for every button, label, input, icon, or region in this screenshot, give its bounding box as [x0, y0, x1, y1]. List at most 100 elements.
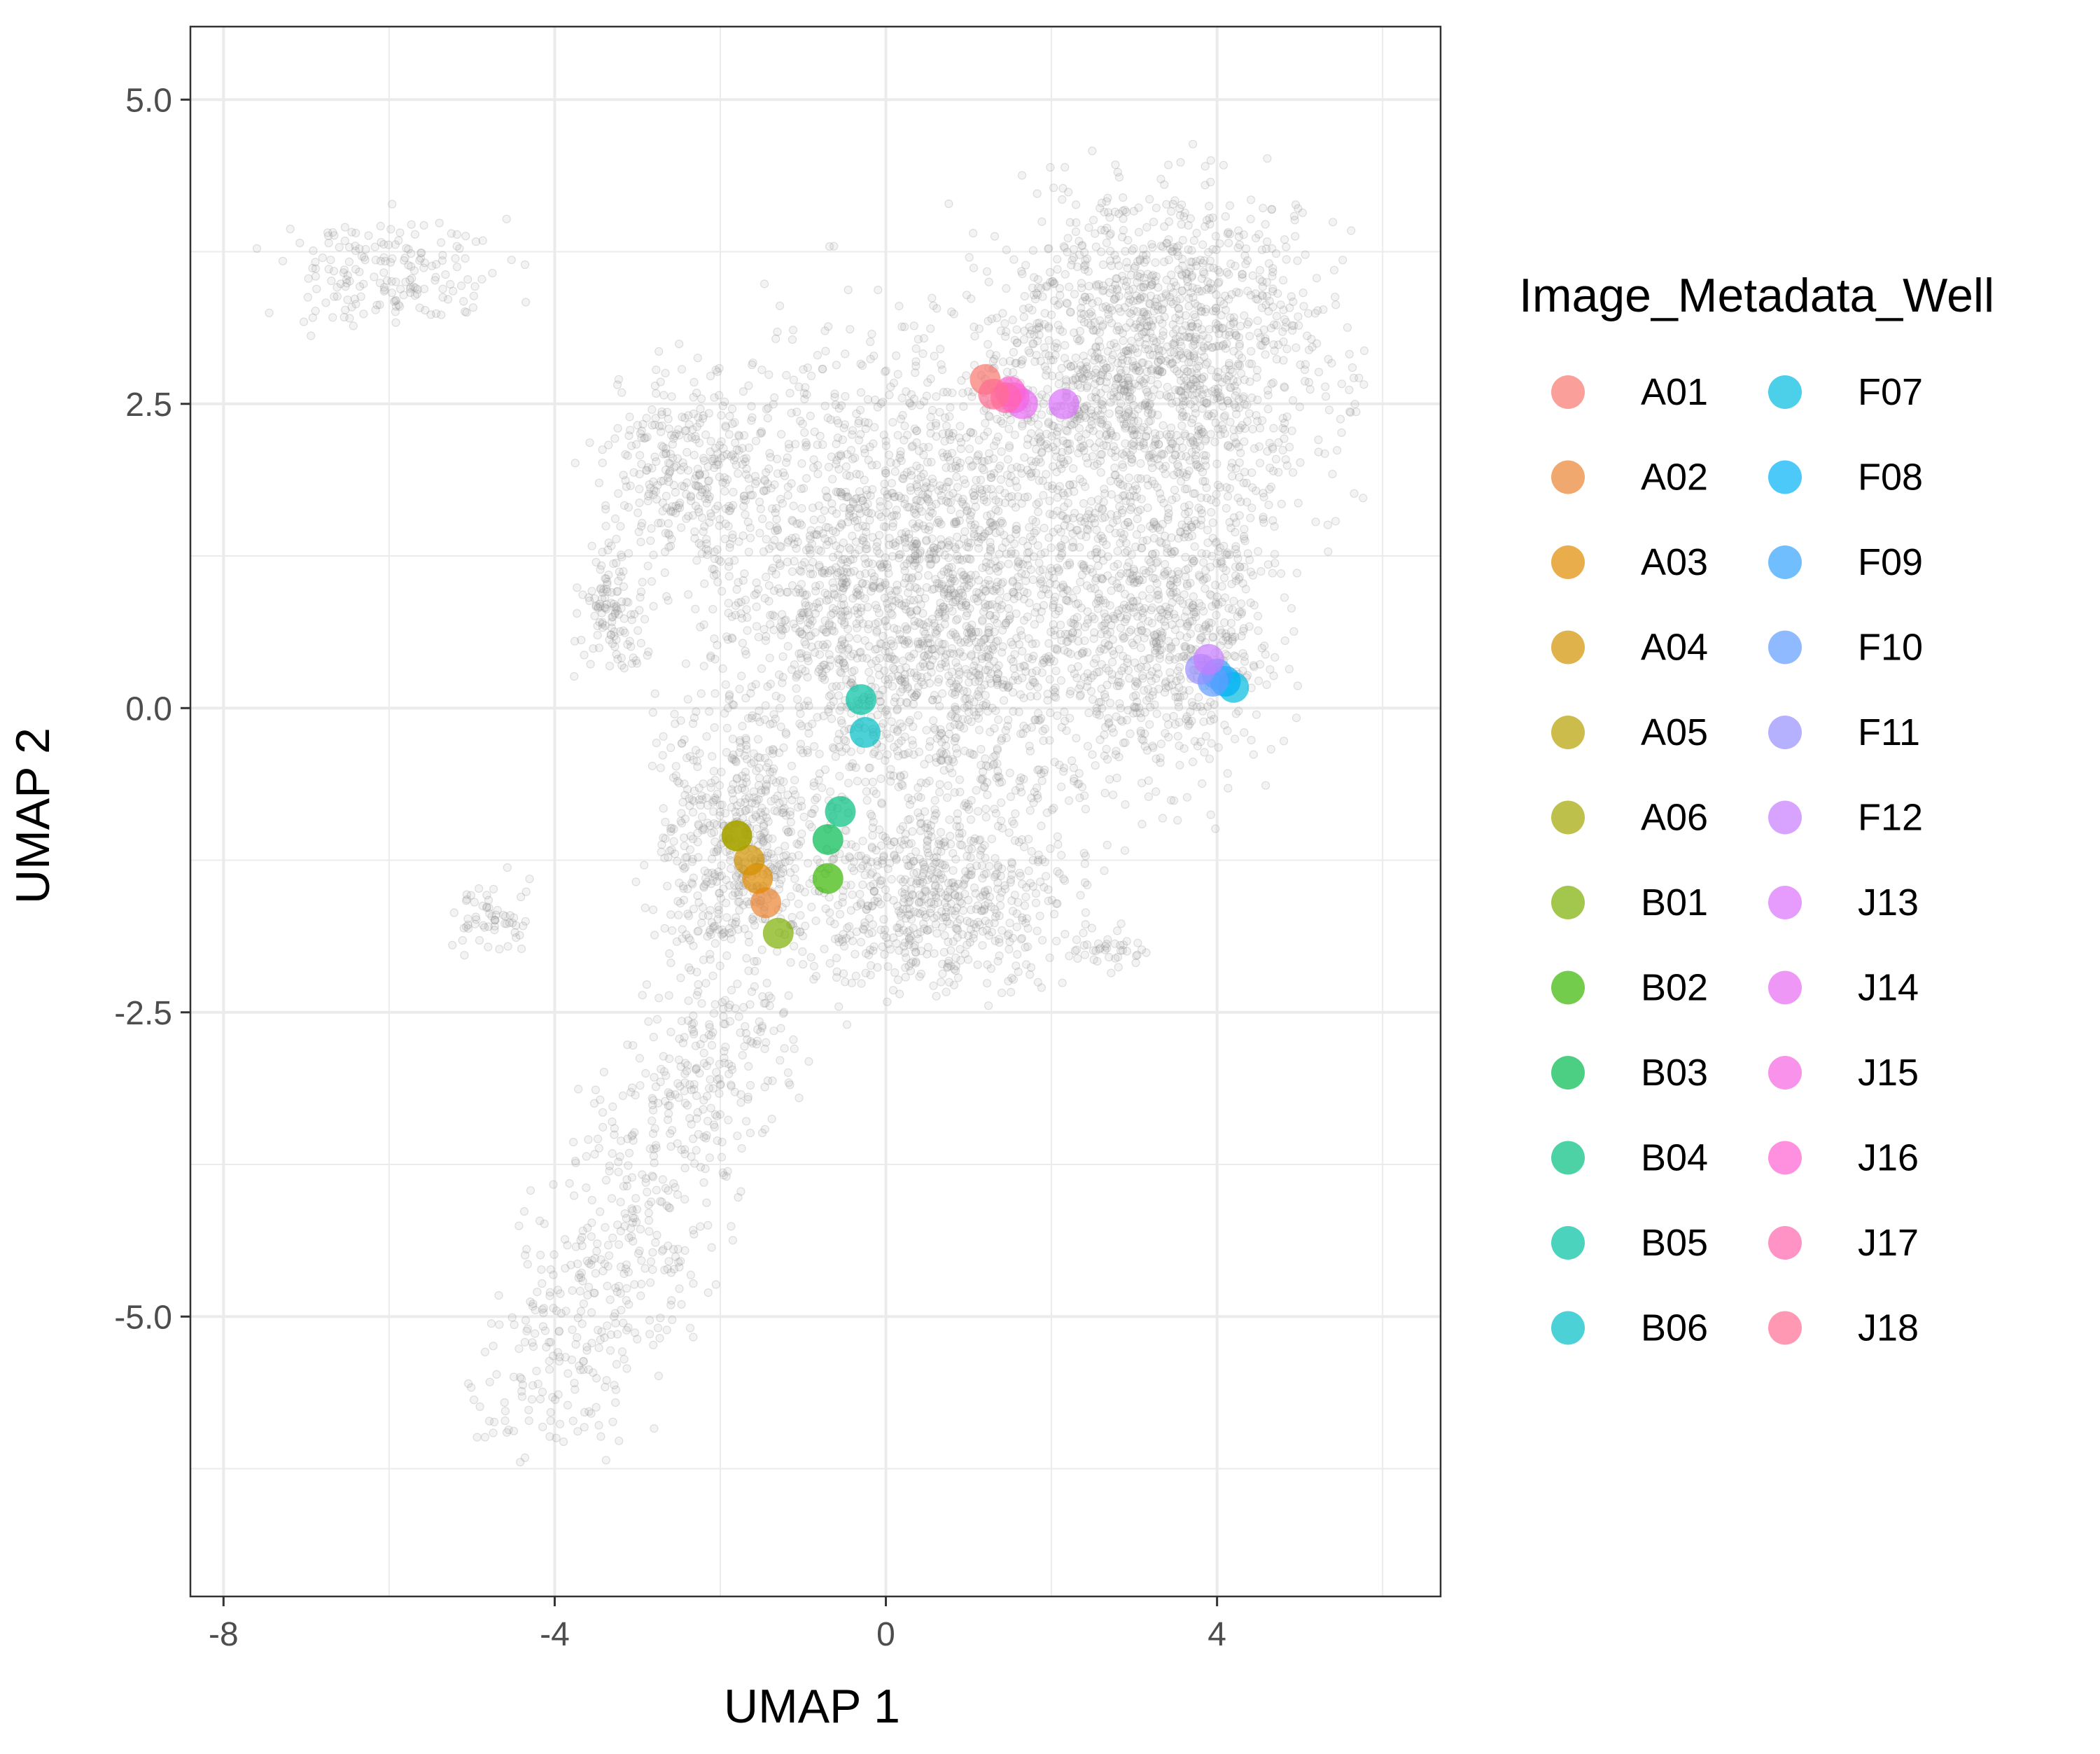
- background-point: [1147, 417, 1154, 424]
- background-point: [1035, 508, 1042, 516]
- background-point: [846, 556, 854, 564]
- background-point: [1198, 602, 1205, 610]
- background-point: [1226, 321, 1234, 329]
- background-point: [1006, 479, 1014, 487]
- background-point: [1133, 307, 1141, 315]
- background-point: [1044, 419, 1052, 427]
- background-point: [1189, 140, 1197, 148]
- background-point: [1301, 251, 1309, 258]
- background-point: [1023, 613, 1031, 620]
- background-point: [909, 737, 916, 744]
- background-point: [1177, 221, 1185, 228]
- background-point: [1228, 368, 1236, 376]
- background-point: [1360, 381, 1368, 389]
- background-point: [1256, 267, 1264, 274]
- background-point: [1170, 339, 1178, 347]
- background-point: [993, 774, 1000, 782]
- background-point: [1115, 572, 1123, 580]
- background-point: [1236, 608, 1243, 615]
- background-point: [1186, 439, 1194, 447]
- background-point: [976, 671, 983, 679]
- background-point: [1061, 717, 1069, 725]
- background-point: [1191, 737, 1198, 745]
- background-point: [1233, 410, 1240, 418]
- background-point: [1201, 437, 1209, 445]
- background-point: [820, 661, 827, 669]
- background-point: [834, 655, 842, 663]
- background-point: [1217, 627, 1224, 634]
- background-point: [1166, 446, 1173, 454]
- background-point: [1313, 340, 1321, 347]
- background-point: [1217, 557, 1224, 565]
- background-point: [869, 832, 876, 840]
- background-point: [986, 350, 994, 358]
- background-point: [1069, 538, 1077, 546]
- background-point: [953, 616, 960, 624]
- background-point: [953, 556, 961, 564]
- background-point: [752, 603, 760, 611]
- background-point: [901, 422, 909, 430]
- background-point: [1150, 337, 1158, 344]
- background-point: [858, 604, 865, 612]
- background-point: [1223, 269, 1231, 277]
- background-point: [1259, 204, 1267, 212]
- background-point: [724, 599, 732, 607]
- background-point: [1146, 594, 1154, 602]
- background-point: [1213, 460, 1221, 468]
- background-point: [1050, 184, 1058, 192]
- background-point: [889, 419, 897, 426]
- background-point: [1108, 671, 1116, 678]
- background-point: [718, 412, 725, 419]
- background-point: [1175, 305, 1182, 312]
- background-point: [1250, 601, 1258, 609]
- background-point: [1176, 761, 1184, 769]
- background-point: [703, 732, 710, 740]
- background-point: [700, 621, 708, 629]
- background-point: [975, 436, 983, 444]
- background-point: [1072, 527, 1080, 534]
- background-point: [814, 470, 822, 478]
- background-point: [671, 720, 679, 728]
- background-point: [670, 837, 678, 845]
- background-point: [1168, 207, 1175, 215]
- background-point: [1226, 202, 1234, 209]
- background-point: [1264, 391, 1272, 399]
- background-point: [904, 589, 912, 597]
- background-point: [864, 396, 872, 403]
- background-point: [678, 524, 685, 531]
- background-point: [1179, 600, 1186, 608]
- background-point: [874, 664, 882, 671]
- background-point: [1041, 442, 1049, 450]
- background-point: [984, 428, 992, 436]
- background-point: [1169, 584, 1177, 592]
- background-point: [837, 452, 845, 460]
- background-point: [1128, 426, 1136, 433]
- background-point: [1125, 667, 1133, 674]
- background-point: [765, 582, 773, 590]
- background-point: [1151, 701, 1158, 709]
- background-point: [1011, 590, 1018, 597]
- background-point: [739, 577, 747, 585]
- background-point: [1184, 717, 1192, 725]
- background-point: [1207, 811, 1214, 819]
- background-point: [788, 762, 796, 770]
- background-point: [880, 522, 888, 530]
- background-point: [1345, 350, 1353, 358]
- background-point: [1070, 764, 1077, 772]
- background-point: [969, 751, 976, 758]
- background-point: [874, 547, 881, 555]
- background-point: [1350, 489, 1358, 497]
- background-point: [1152, 259, 1159, 267]
- background-point: [1133, 678, 1141, 686]
- background-point: [1254, 627, 1262, 634]
- background-point: [1224, 770, 1231, 777]
- background-point: [993, 681, 1001, 688]
- background-point: [1077, 304, 1085, 312]
- background-point: [1044, 697, 1051, 704]
- background-point: [723, 633, 731, 641]
- background-point: [785, 536, 792, 544]
- background-point: [1138, 714, 1145, 722]
- background-point: [1032, 469, 1040, 477]
- background-point: [794, 670, 802, 678]
- background-point: [828, 566, 836, 573]
